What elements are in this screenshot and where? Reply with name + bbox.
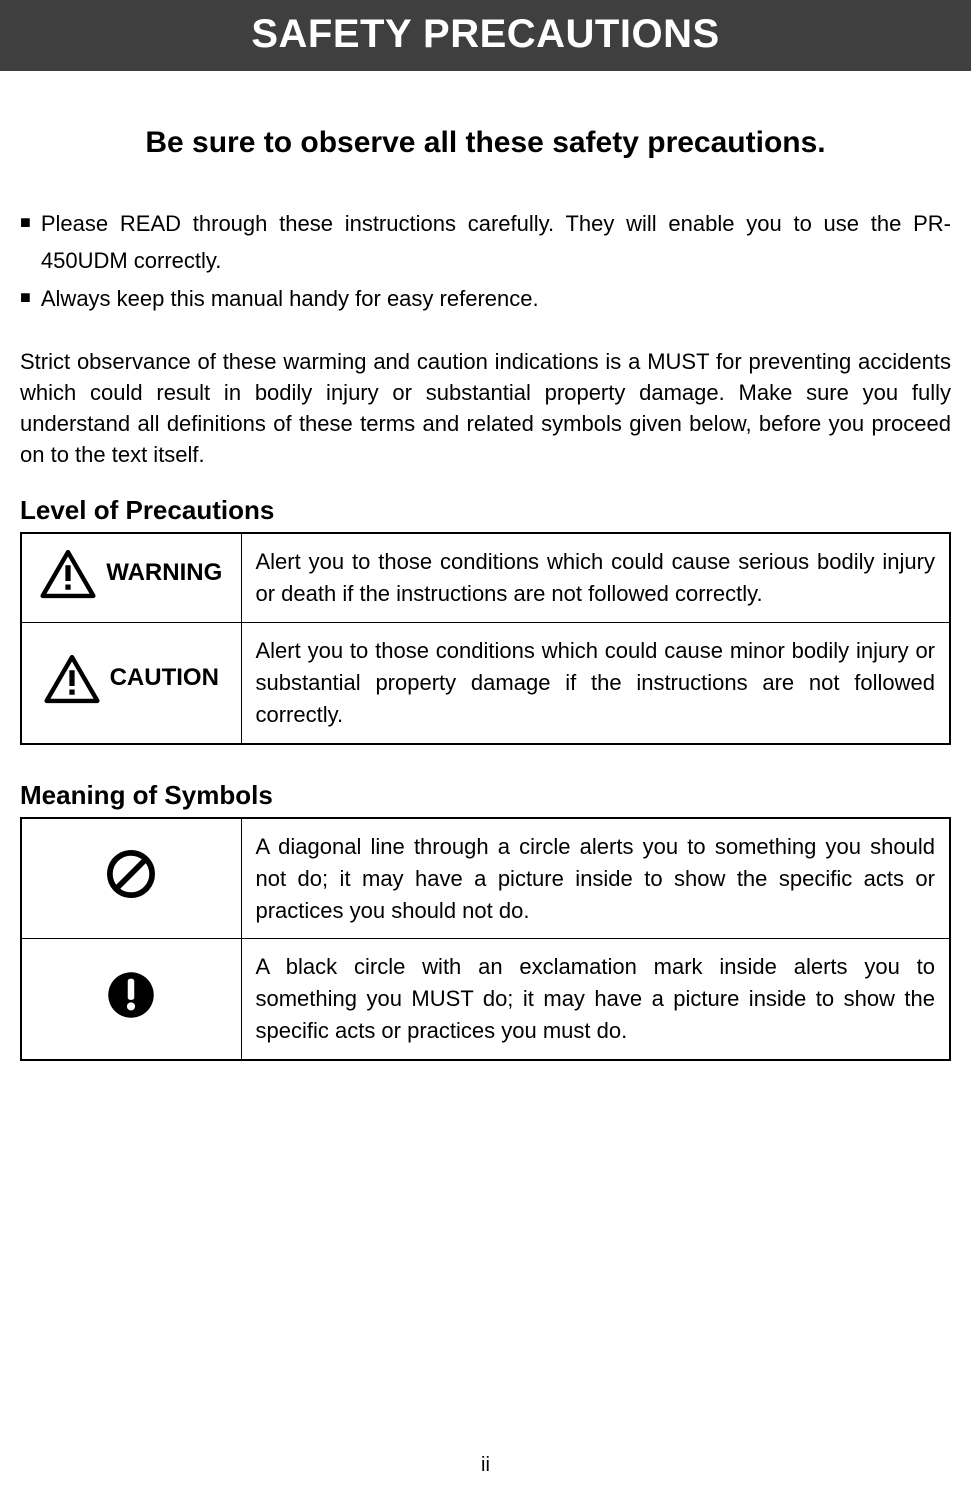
level-heading: Level of Precautions <box>20 495 951 526</box>
caution-cell: CAUTION <box>21 623 241 744</box>
bullet-item: ■ Please READ through these instructions… <box>20 205 951 280</box>
banner-title: SAFETY PRECAUTIONS <box>0 0 971 71</box>
page-number: ii <box>0 1454 971 1477</box>
mustdo-cell <box>21 939 241 1060</box>
table-row: WARNING Alert you to those conditions wh… <box>21 533 950 622</box>
square-bullet-icon: ■ <box>20 205 31 239</box>
page: SAFETY PRECAUTIONS Be sure to observe al… <box>0 0 971 1495</box>
warning-desc: Alert you to those conditions which coul… <box>241 533 950 622</box>
warning-triangle-icon <box>44 654 100 704</box>
caution-label: CAUTION <box>110 661 219 696</box>
subheading: Be sure to observe all these safety prec… <box>20 126 951 160</box>
prohibit-desc: A diagonal line through a circle alerts … <box>241 818 950 939</box>
square-bullet-icon: ■ <box>20 280 31 314</box>
intro-paragraph: Strict observance of these warming and c… <box>20 347 951 470</box>
bullet-text: Always keep this manual handy for easy r… <box>41 280 951 317</box>
level-table: WARNING Alert you to those conditions wh… <box>20 532 951 744</box>
warning-cell: WARNING <box>21 533 241 622</box>
meaning-table: A diagonal line through a circle alerts … <box>20 817 951 1061</box>
meaning-heading: Meaning of Symbols <box>20 780 951 811</box>
bullet-text: Please READ through these instructions c… <box>41 205 951 280</box>
table-row: A diagonal line through a circle alerts … <box>21 818 950 939</box>
prohibit-cell <box>21 818 241 939</box>
table-row: A black circle with an exclamation mark … <box>21 939 950 1060</box>
prohibit-icon <box>105 848 157 900</box>
warning-label: WARNING <box>106 556 222 591</box>
table-row: CAUTION Alert you to those conditions wh… <box>21 623 950 744</box>
warning-triangle-icon <box>40 549 96 599</box>
mustdo-desc: A black circle with an exclamation mark … <box>241 939 950 1060</box>
mustdo-icon <box>105 969 157 1021</box>
bullet-list: ■ Please READ through these instructions… <box>20 205 951 317</box>
bullet-item: ■ Always keep this manual handy for easy… <box>20 280 951 317</box>
caution-desc: Alert you to those conditions which coul… <box>241 623 950 744</box>
